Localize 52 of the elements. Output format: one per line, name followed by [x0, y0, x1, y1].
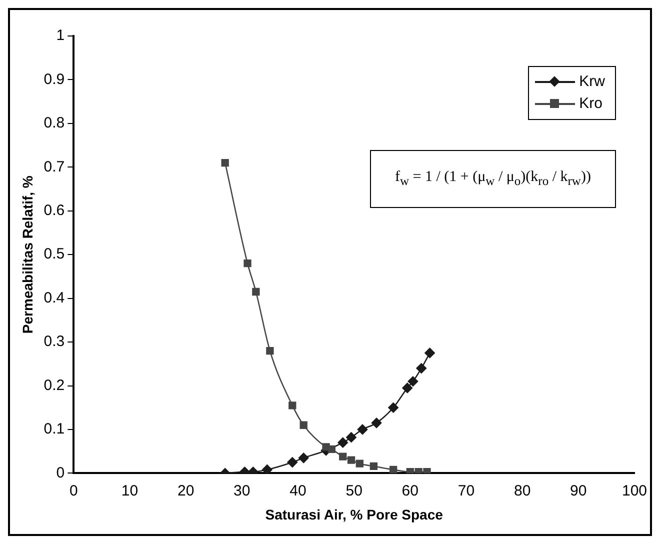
- y-tick-label: 0.6: [44, 202, 65, 220]
- y-axis-title: Permeabilitas Relatif, %: [19, 175, 36, 334]
- equation-box: f$_{w}$ = 1 / (1 + (μ$_{w}$ / μ$_{o}$)(k$_{ro}$ / k$_{rw}$)): [370, 150, 616, 208]
- point: [424, 348, 435, 358]
- y-tick-label: 0.3: [44, 333, 65, 350]
- y-tick-label: 1: [56, 27, 65, 44]
- x-tick-label: 0: [69, 482, 78, 500]
- point: [370, 462, 378, 470]
- y-tick-label: 0.2: [44, 376, 65, 394]
- point: [388, 402, 398, 413]
- x-tick-label: 20: [177, 482, 194, 500]
- legend-label: Krw: [579, 72, 605, 92]
- point: [300, 421, 308, 429]
- point: [347, 456, 356, 464]
- point: [389, 466, 398, 474]
- y-tick-label: 0.7: [44, 158, 65, 176]
- y-tick-label: 0.4: [44, 289, 65, 306]
- point: [356, 460, 364, 468]
- x-tick-label: 50: [346, 482, 362, 500]
- point: [298, 452, 309, 464]
- point: [322, 443, 330, 451]
- x-tick-label: 10: [121, 482, 138, 500]
- x-tick-label: 100: [622, 482, 647, 500]
- x-tick-label: 90: [570, 482, 587, 500]
- y-tick-label: 0.8: [44, 114, 65, 132]
- point: [338, 437, 348, 448]
- x-tick-label: 40: [290, 482, 306, 500]
- point: [244, 260, 252, 268]
- point: [266, 346, 274, 355]
- y-tick-label: 0.9: [44, 70, 65, 88]
- point: [357, 424, 368, 435]
- point: [252, 288, 260, 296]
- x-tick-label: 30: [234, 482, 250, 500]
- point: [262, 464, 272, 474]
- y-tick-label: 0: [56, 464, 65, 482]
- point: [287, 457, 298, 468]
- y-tick-label: 0.5: [44, 246, 65, 263]
- x-tick-label: 80: [514, 482, 531, 500]
- point: [346, 432, 356, 442]
- point: [288, 402, 296, 410]
- x-tick-label: 70: [458, 482, 475, 500]
- point: [221, 158, 229, 167]
- point: [402, 382, 412, 394]
- point: [416, 363, 427, 374]
- point: [328, 445, 336, 453]
- legend-label: Kro: [579, 94, 602, 114]
- point: [339, 452, 347, 460]
- point: [408, 376, 418, 387]
- y-tick-label: 0.1: [44, 420, 65, 438]
- x-axis-title: Saturasi Air, % Pore Space: [265, 506, 444, 522]
- x-tick-label: 60: [402, 482, 418, 500]
- point: [371, 418, 382, 428]
